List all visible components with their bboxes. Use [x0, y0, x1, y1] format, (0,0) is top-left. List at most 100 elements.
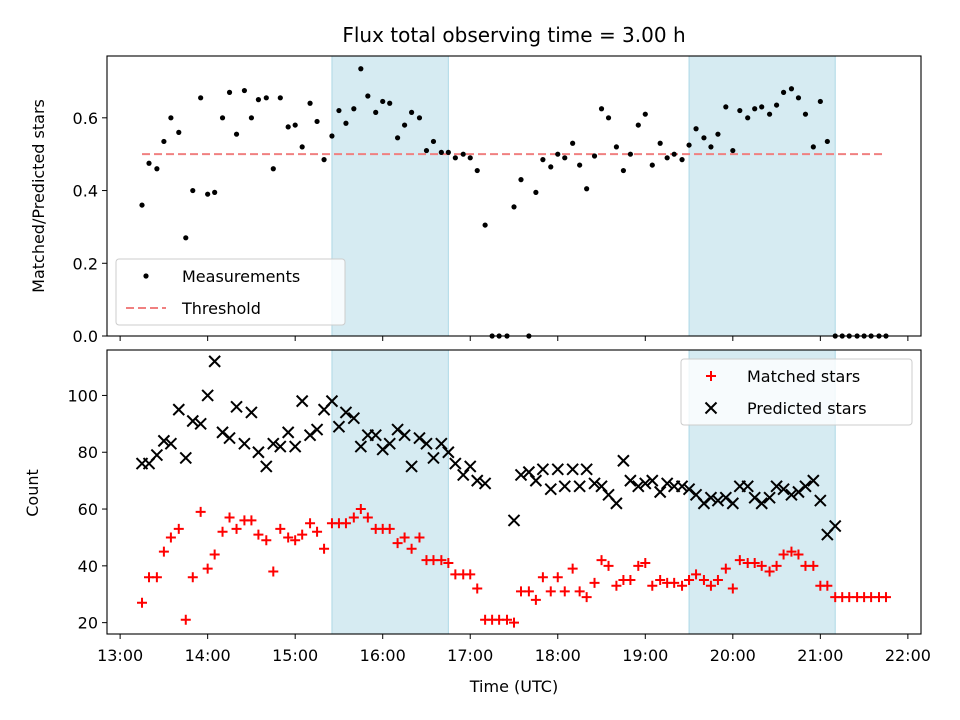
bottom-point	[340, 518, 351, 529]
top-point	[321, 157, 327, 163]
bottom-legend-marker	[704, 401, 718, 415]
bottom-point	[406, 543, 417, 554]
bottom-point	[164, 437, 178, 450]
top-y-tick-label: 0.2	[73, 254, 98, 273]
bottom-point	[392, 538, 403, 549]
bottom-point	[202, 563, 213, 574]
x-axis-label: Time (UTC)	[469, 677, 558, 696]
bottom-series-1	[135, 355, 842, 541]
bottom-point	[763, 491, 776, 504]
x-tick-label: 19:00	[622, 646, 668, 665]
bottom-point	[305, 518, 316, 529]
bottom-point	[764, 566, 775, 577]
bottom-point	[238, 437, 251, 450]
bottom-point	[741, 480, 754, 493]
x-tick-label: 15:00	[272, 646, 318, 665]
bottom-point	[165, 532, 176, 543]
bottom-point	[158, 546, 169, 557]
bottom-point	[558, 480, 571, 493]
bottom-point	[589, 577, 600, 588]
top-point	[598, 106, 605, 112]
bottom-point	[720, 563, 731, 574]
bottom-point	[544, 482, 557, 496]
top-point	[715, 131, 721, 137]
top-series-0	[139, 66, 889, 339]
bottom-point	[246, 515, 257, 526]
bottom-point	[464, 460, 477, 473]
top-point	[584, 186, 590, 192]
top-point	[365, 93, 371, 99]
bottom-point	[808, 560, 819, 571]
top-point	[212, 189, 218, 195]
top-point	[649, 162, 655, 168]
bottom-point	[611, 580, 622, 591]
top-panel-ylabel: Matched/Predicted stars	[29, 99, 48, 293]
bottom-point	[414, 532, 425, 543]
top-point	[154, 166, 160, 172]
bottom-point	[383, 437, 396, 450]
bottom-point	[537, 572, 548, 583]
top-point	[139, 202, 145, 208]
top-point	[824, 138, 830, 145]
top-point	[146, 160, 152, 166]
bottom-legend-marker	[706, 371, 716, 381]
top-point	[511, 204, 517, 210]
bottom-point	[653, 485, 667, 499]
bottom-y-tick-label: 80	[78, 443, 98, 462]
bottom-point	[398, 428, 411, 442]
bottom-series-0	[137, 504, 891, 628]
bottom-point	[660, 477, 674, 490]
bottom-point	[274, 440, 287, 453]
top-point	[438, 149, 444, 155]
bottom-point	[574, 586, 585, 597]
bottom-point	[822, 580, 833, 591]
top-point	[730, 147, 736, 154]
bottom-point	[675, 480, 689, 493]
top-point	[467, 155, 473, 161]
x-tick-label: 20:00	[710, 646, 756, 665]
bottom-legend-box	[680, 358, 913, 426]
bottom-point	[172, 403, 185, 416]
top-point	[802, 111, 809, 117]
bottom-point	[625, 575, 636, 586]
bottom-point	[295, 394, 309, 408]
x-tick-label: 13:00	[97, 646, 143, 665]
top-point	[263, 95, 269, 101]
bottom-point	[704, 491, 718, 504]
bottom-point	[332, 420, 346, 433]
top-legend-label: Measurements	[182, 267, 300, 286]
top-point	[314, 118, 320, 125]
bottom-point	[420, 437, 433, 450]
bottom-point	[588, 477, 601, 490]
top-point	[708, 144, 714, 150]
top-point	[613, 144, 620, 150]
bottom-point	[559, 586, 570, 597]
bottom-point	[566, 463, 579, 476]
top-shaded-interval-0	[331, 55, 449, 337]
bottom-point	[151, 572, 162, 583]
bottom-point	[785, 488, 798, 502]
bottom-point	[617, 454, 630, 467]
top-point	[358, 66, 364, 72]
bottom-point	[567, 563, 578, 574]
top-point	[430, 138, 437, 145]
x-tick-label: 14:00	[185, 646, 231, 665]
bottom-y-tick-label: 100	[67, 386, 98, 405]
bottom-point	[770, 480, 783, 493]
top-point	[401, 122, 408, 128]
bottom-point	[275, 523, 286, 534]
top-y-tick-label: 0.6	[73, 109, 98, 128]
top-point	[226, 89, 233, 95]
top-point	[533, 189, 539, 195]
top-point	[766, 111, 773, 117]
bottom-point	[610, 497, 623, 510]
bottom-point	[195, 506, 206, 517]
top-point	[540, 157, 546, 163]
bottom-point	[157, 434, 171, 448]
top-point	[679, 157, 685, 163]
bottom-point	[711, 494, 725, 507]
bottom-point	[501, 614, 512, 625]
top-point	[241, 87, 248, 94]
top-point	[161, 138, 167, 145]
bottom-point	[580, 463, 593, 476]
